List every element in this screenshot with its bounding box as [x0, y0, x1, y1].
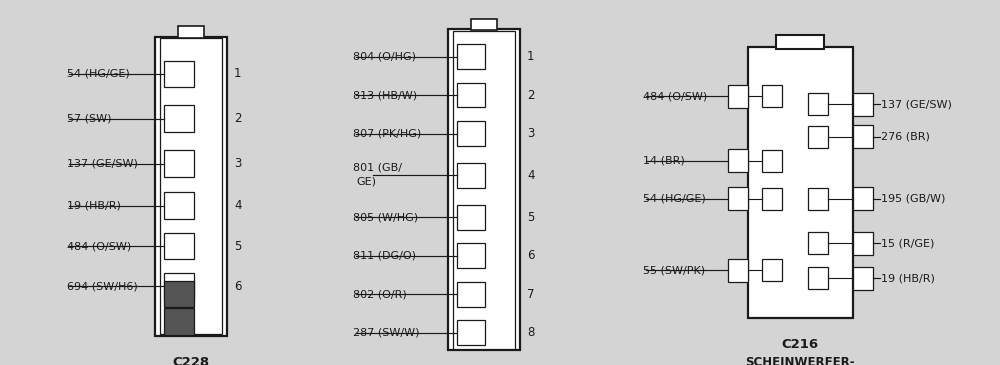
Bar [762, 85, 782, 107]
Text: 484 (O/SW): 484 (O/SW) [67, 241, 131, 251]
Text: 801 (GB/: 801 (GB/ [353, 162, 402, 172]
Bar [164, 233, 194, 259]
Bar [457, 243, 485, 268]
Bar [852, 125, 872, 148]
Bar [453, 31, 515, 349]
Text: 5: 5 [234, 239, 241, 253]
Text: GE): GE) [356, 177, 376, 187]
Text: 802 (O/R): 802 (O/R) [353, 289, 407, 299]
Bar [762, 188, 782, 210]
Bar [457, 82, 485, 107]
Text: 19 (HB/R): 19 (HB/R) [881, 273, 934, 283]
Text: 137 (GE/SW): 137 (GE/SW) [881, 99, 951, 109]
Bar [762, 259, 782, 281]
Text: 2: 2 [527, 89, 534, 101]
Text: 8: 8 [527, 326, 534, 339]
Bar [852, 232, 872, 255]
Bar [164, 192, 194, 219]
Text: 15 (R/GE): 15 (R/GE) [881, 238, 934, 248]
Bar [808, 188, 828, 210]
Bar [808, 93, 828, 115]
Bar [457, 205, 485, 230]
Bar [457, 282, 485, 307]
Bar [160, 38, 222, 334]
Text: 14 (BR): 14 (BR) [643, 156, 684, 166]
Bar [164, 281, 194, 307]
Bar [164, 273, 194, 300]
Bar [852, 267, 872, 290]
Text: 19 (HB/R): 19 (HB/R) [67, 201, 121, 211]
Text: 276 (BR): 276 (BR) [881, 132, 929, 142]
Text: 3: 3 [234, 157, 241, 170]
Bar [728, 187, 748, 210]
Text: 811 (DG/O): 811 (DG/O) [353, 251, 416, 261]
Bar [808, 126, 828, 147]
Bar [762, 150, 782, 172]
Text: 4: 4 [234, 199, 242, 212]
Text: 54 (HG/GE): 54 (HG/GE) [643, 194, 705, 204]
Bar [457, 44, 485, 69]
Text: 287 (SW/W): 287 (SW/W) [353, 328, 420, 338]
Text: 5: 5 [527, 211, 534, 224]
Text: 1: 1 [234, 68, 242, 80]
Bar [852, 93, 872, 116]
Bar [448, 29, 520, 350]
Text: 137 (GE/SW): 137 (GE/SW) [67, 159, 138, 169]
Text: SCHEINWERFER-: SCHEINWERFER- [745, 356, 855, 365]
Text: C216: C216 [781, 338, 819, 351]
Bar [164, 150, 194, 177]
Text: C228: C228 [172, 356, 210, 365]
Text: 813 (HB/W): 813 (HB/W) [353, 90, 417, 100]
Text: 7: 7 [527, 288, 534, 301]
Bar [164, 105, 194, 132]
Bar [728, 259, 748, 282]
Text: 1: 1 [527, 50, 534, 63]
Bar [457, 121, 485, 146]
Text: 55 (SW/PK): 55 (SW/PK) [643, 265, 705, 275]
Text: 805 (W/HG): 805 (W/HG) [353, 212, 418, 222]
Bar [471, 19, 497, 30]
Bar [808, 268, 828, 289]
Bar [852, 187, 872, 210]
Text: 195 (GB/W): 195 (GB/W) [881, 194, 945, 204]
Text: 6: 6 [527, 249, 534, 262]
Text: 804 (O/HG): 804 (O/HG) [353, 51, 416, 61]
Bar [728, 85, 748, 108]
Bar [728, 149, 748, 172]
Text: 54 (HG/GE): 54 (HG/GE) [67, 69, 130, 79]
Bar [776, 35, 824, 49]
Text: 6: 6 [234, 280, 242, 293]
Bar [155, 36, 227, 336]
Text: 3: 3 [527, 127, 534, 140]
Text: 484 (O/SW): 484 (O/SW) [643, 91, 707, 101]
Text: 57 (SW): 57 (SW) [67, 114, 112, 124]
Bar [164, 308, 194, 334]
Text: 694 (SW/H6): 694 (SW/H6) [67, 281, 138, 291]
Text: 4: 4 [527, 169, 534, 182]
Text: 2: 2 [234, 112, 242, 125]
Bar [748, 47, 852, 318]
Text: 807 (PK/HG): 807 (PK/HG) [353, 128, 421, 139]
Bar [457, 163, 485, 188]
Bar [178, 26, 204, 38]
Bar [164, 61, 194, 87]
Bar [808, 232, 828, 254]
Bar [457, 320, 485, 345]
